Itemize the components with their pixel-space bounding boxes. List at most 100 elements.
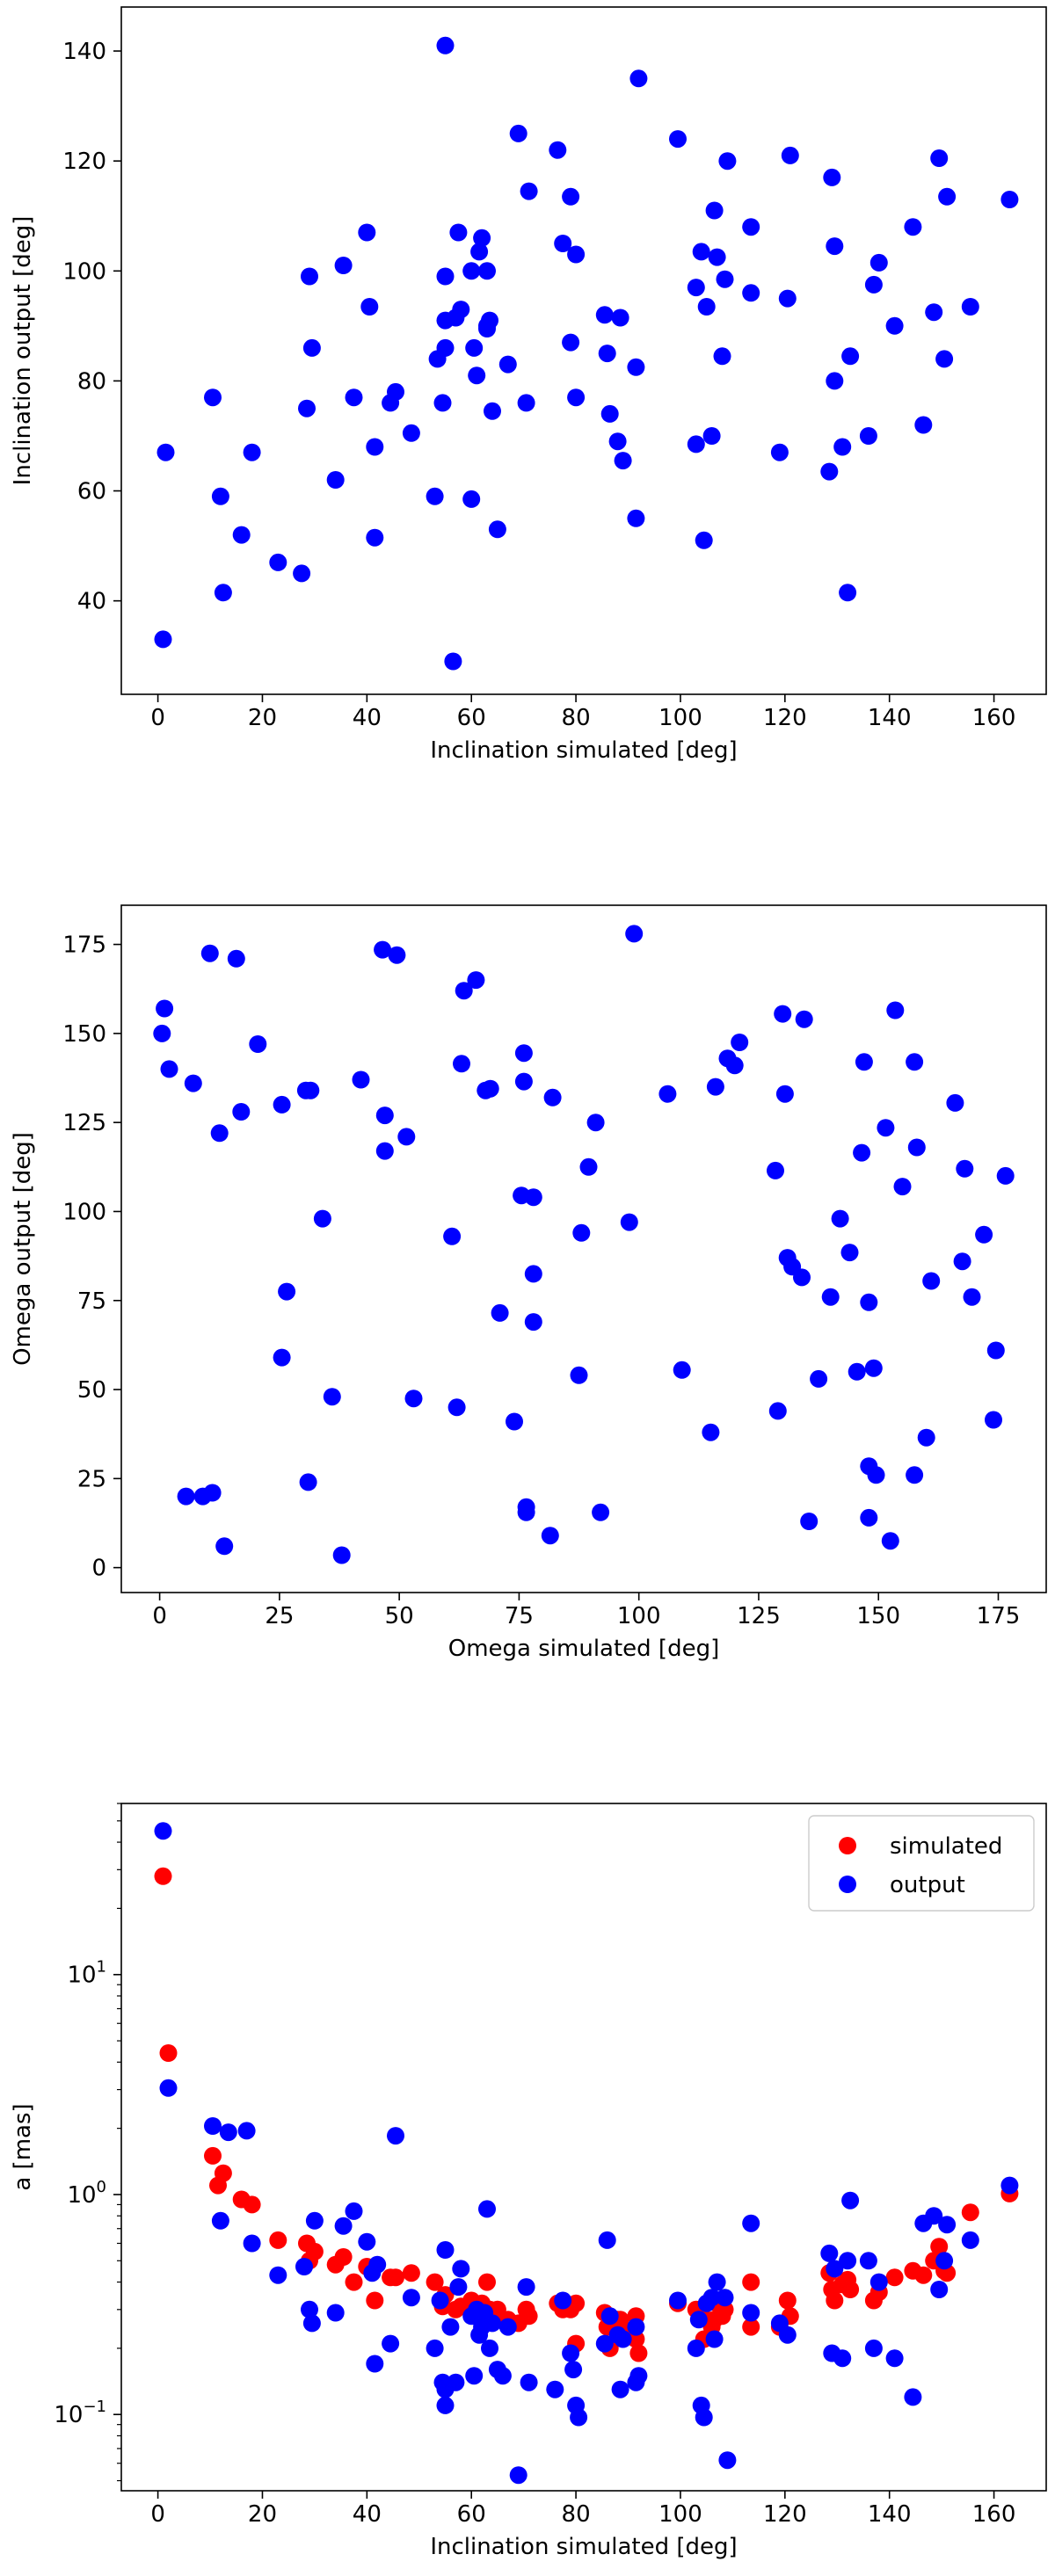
simulated-point <box>961 2203 979 2222</box>
output-point <box>554 2291 572 2310</box>
output-point <box>211 2211 229 2230</box>
x-tick-label: 160 <box>972 2501 1016 2528</box>
x-tick-label: 0 <box>152 1603 167 1629</box>
data-point <box>387 382 404 401</box>
data-point <box>906 1466 924 1484</box>
output-point <box>935 2252 954 2270</box>
x-tick-label: 175 <box>977 1603 1021 1629</box>
output-point <box>742 2214 760 2232</box>
data-point <box>549 141 567 159</box>
data-point <box>567 388 586 407</box>
output-point <box>689 2311 708 2329</box>
data-point <box>449 223 468 242</box>
output-point <box>564 2361 583 2379</box>
output-point <box>237 2122 256 2140</box>
data-point <box>713 347 731 366</box>
output-point <box>961 2231 979 2249</box>
data-point <box>925 303 943 322</box>
data-point <box>860 1508 878 1527</box>
x-tick-label: 125 <box>737 1603 781 1629</box>
x-tick-label: 140 <box>868 2501 912 2528</box>
data-point <box>586 1114 605 1132</box>
simulated-point <box>366 2291 384 2310</box>
output-point <box>904 2388 922 2406</box>
omega-scatter-plot: 0 25 50 75 100 125 150 175 0 25 50 75 100 125 150 175 Om… <box>10 904 1047 1662</box>
output-point <box>441 2318 460 2336</box>
data-point <box>611 308 629 327</box>
output-point <box>481 2339 498 2357</box>
axes-frame <box>120 904 1047 1593</box>
data-point <box>491 1303 509 1322</box>
y-tick-label: 60 <box>77 479 106 505</box>
data-point <box>914 416 933 434</box>
data-point <box>509 124 528 142</box>
data-point <box>831 1209 849 1228</box>
x-tick-label: 80 <box>562 705 591 731</box>
data-point <box>249 1035 267 1053</box>
data-point <box>627 358 645 376</box>
data-point <box>302 1081 320 1099</box>
y-tick-label: 50 <box>77 1377 106 1404</box>
y-tick-label: 0 <box>91 1556 106 1582</box>
data-point <box>625 925 644 943</box>
data-point <box>481 1079 499 1098</box>
y-tick-label: 10−1 <box>54 2398 106 2428</box>
data-point <box>436 36 455 54</box>
output-point <box>493 2367 512 2385</box>
simulated-point <box>627 2330 645 2348</box>
data-point <box>975 1225 993 1244</box>
data-point <box>742 284 760 302</box>
output-point <box>431 2291 449 2310</box>
data-point <box>352 1070 370 1089</box>
data-point <box>243 443 261 461</box>
data-point <box>841 347 860 366</box>
data-point <box>592 1503 610 1521</box>
data-point <box>567 245 586 264</box>
output-point <box>925 2207 943 2225</box>
data-point <box>853 1143 871 1162</box>
x-tick-label: 50 <box>385 1603 414 1629</box>
output-point <box>382 2334 400 2353</box>
output-point <box>718 2451 737 2470</box>
data-point <box>177 1487 195 1506</box>
output-point <box>449 2278 468 2297</box>
data-point <box>996 1166 1015 1185</box>
data-point <box>697 298 716 316</box>
data-point <box>821 1288 840 1306</box>
x-tick-label: 40 <box>353 2501 382 2528</box>
data-point <box>614 452 632 470</box>
simulated-point <box>159 2044 178 2062</box>
output-point <box>687 2339 705 2357</box>
simulated-point <box>154 1867 172 1885</box>
x-tick-label: 25 <box>265 1603 294 1629</box>
output-point <box>295 2258 313 2275</box>
output-point <box>159 2079 178 2097</box>
x-tick-label: 60 <box>457 2501 486 2528</box>
y-tick-label: 120 <box>62 149 106 175</box>
x-tick-label: 20 <box>248 2501 277 2528</box>
data-point <box>517 394 535 412</box>
data-point <box>215 1537 234 1556</box>
data-point <box>514 1044 533 1063</box>
data-point <box>404 1390 423 1408</box>
simulated-point <box>402 2264 420 2282</box>
data-point <box>484 402 501 420</box>
data-point <box>705 201 724 220</box>
output-point <box>702 2289 721 2307</box>
data-point <box>374 940 392 959</box>
simulated-point <box>930 2238 949 2256</box>
simulated-point <box>426 2273 444 2291</box>
output-point <box>742 2304 760 2322</box>
data-point <box>658 1085 677 1103</box>
output-point <box>629 2367 648 2385</box>
legend-label-simulated: simulated <box>890 1833 1002 1860</box>
y-tick-label: 100 <box>67 2178 106 2209</box>
data-point <box>917 1428 935 1447</box>
output-point <box>885 2349 904 2368</box>
data-point <box>935 350 954 368</box>
data-point <box>598 345 616 363</box>
data-point <box>154 630 172 649</box>
y-tick-label: 100 <box>62 258 106 285</box>
data-point <box>520 182 538 200</box>
data-point <box>702 1423 720 1441</box>
